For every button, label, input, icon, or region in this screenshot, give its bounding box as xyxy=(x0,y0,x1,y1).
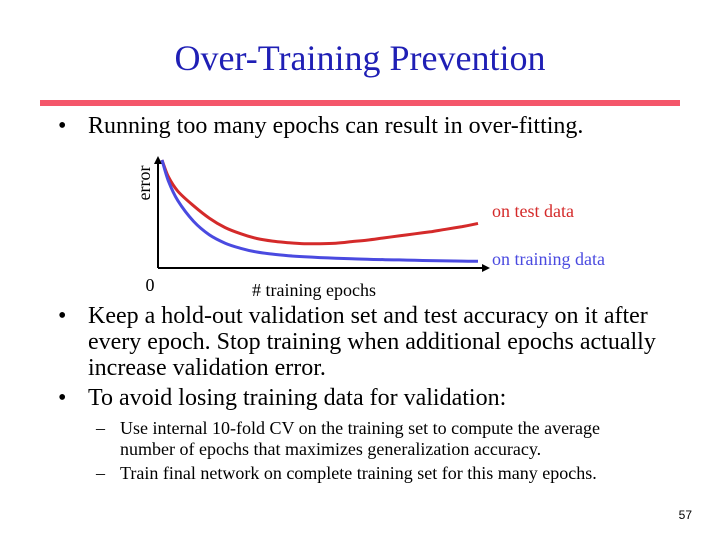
bullet-3: • To avoid losing training data for vali… xyxy=(58,386,678,412)
training-data-label: on training data xyxy=(492,249,605,269)
x-axis-label: # training epochs xyxy=(252,280,376,300)
sub-bullet-text: Train final network on complete training… xyxy=(120,463,597,483)
bullet-text-line-2: every epoch. Stop training when addition… xyxy=(88,329,656,355)
test-data-label: on test data xyxy=(492,201,574,221)
bullet-marker: • xyxy=(58,385,67,411)
training-error-curve xyxy=(160,159,479,263)
sub-bullet-1: – Use internal 10-fold CV on the trainin… xyxy=(96,418,676,462)
title-divider xyxy=(40,100,680,106)
page-number: 57 xyxy=(678,508,692,522)
sub-bullet-text-line-1: Use internal 10-fold CV on the training … xyxy=(120,418,601,438)
bullet-1: • Running too many epochs can result in … xyxy=(58,114,678,140)
slide-title: Over-Training Prevention xyxy=(174,38,546,78)
bullet-2: • Keep a hold-out validation set and tes… xyxy=(58,304,698,384)
bullet-text-line-3: increase validation error. xyxy=(88,355,326,381)
origin-label: 0 xyxy=(146,275,155,295)
y-axis-label: error xyxy=(134,166,154,201)
sub-bullet-marker: – xyxy=(96,463,105,483)
bullet-text-line-1: Keep a hold-out validation set and test … xyxy=(88,303,648,329)
bullet-text: To avoid losing training data for valida… xyxy=(88,385,507,411)
bullet-marker: • xyxy=(58,113,67,139)
sub-bullet-text-line-2: number of epochs that maximizes generali… xyxy=(120,439,542,459)
error-vs-epochs-chart: error 0 # training epochs on test data o… xyxy=(134,156,605,300)
sub-bullet-2: – Train final network on complete traini… xyxy=(96,463,676,485)
bullet-marker: • xyxy=(58,303,67,329)
sub-bullet-marker: – xyxy=(96,418,105,438)
bullet-text: Running too many epochs can result in ov… xyxy=(88,113,584,139)
test-error-curve xyxy=(160,159,479,246)
